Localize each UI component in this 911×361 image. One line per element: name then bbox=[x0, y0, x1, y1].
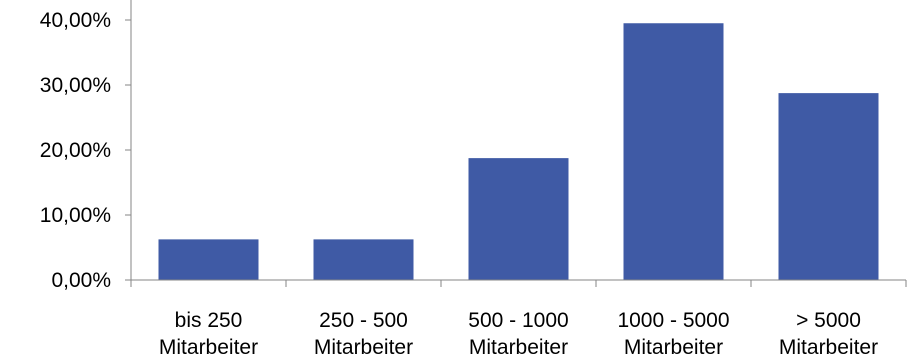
x-category-label: 1000 - 5000 Mitarbeiter bbox=[617, 309, 729, 359]
x-category-label: bis 250 Mitarbeiter bbox=[159, 309, 258, 359]
bar bbox=[158, 239, 259, 280]
y-tick-label: 0,00% bbox=[51, 269, 111, 292]
x-category-label: > 5000 Mitarbeiter bbox=[779, 309, 878, 359]
bars bbox=[158, 23, 879, 280]
bar bbox=[313, 239, 414, 280]
y-tick-label: 20,00% bbox=[40, 139, 111, 162]
x-category-label: 500 - 1000 Mitarbeiter bbox=[468, 309, 568, 359]
bar bbox=[623, 23, 724, 280]
x-category-label: 250 - 500 Mitarbeiter bbox=[314, 309, 413, 359]
y-tick-label: 30,00% bbox=[40, 74, 111, 97]
y-tick-label: 10,00% bbox=[40, 204, 111, 227]
y-tick-label: 40,00% bbox=[40, 9, 111, 32]
bar bbox=[468, 158, 569, 280]
x-axis bbox=[130, 279, 907, 287]
bar bbox=[778, 93, 879, 280]
x-axis-labels: bis 250 Mitarbeiter 250 - 500 Mitarbeiter 50… bbox=[159, 309, 878, 359]
y-axis: 0,00% 10,00% 20,00% 30,00% 40,00% bbox=[40, 0, 132, 292]
